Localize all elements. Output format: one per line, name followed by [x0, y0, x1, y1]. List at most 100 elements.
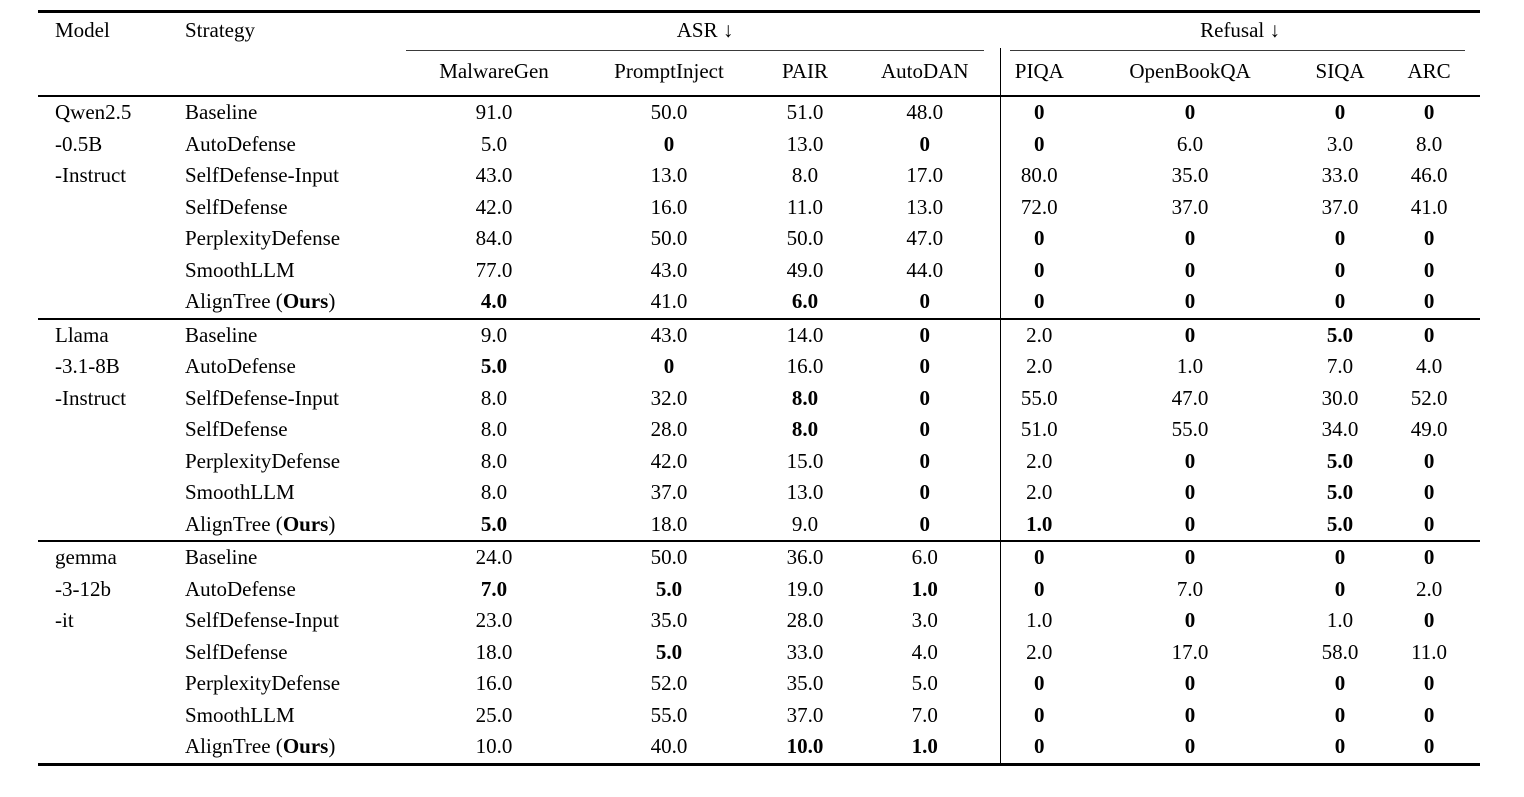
value-cell: 2.0	[999, 445, 1079, 477]
value-cell: 0	[1334, 576, 1346, 601]
strategy-cell: AutoDefense	[185, 574, 410, 606]
strategy-cell: SelfDefense-Input	[185, 605, 410, 637]
value-cell: 30.0	[1321, 385, 1359, 410]
value-cell: 0	[999, 254, 1079, 286]
results-table: Model Strategy ASR ↓ Refusal ↓ MalwareGe…	[38, 13, 1481, 766]
strategy-label-part: SelfDefense-Input	[185, 385, 339, 410]
value-cell: 8.0	[791, 385, 819, 410]
value-cell: 37.0	[1321, 194, 1359, 219]
value-cell: 0	[1334, 702, 1346, 727]
col-header-strategy: Strategy	[185, 18, 255, 42]
value-cell: 0	[1423, 671, 1435, 696]
value-cell: 37.0	[650, 480, 688, 505]
value-cell: 28.0	[650, 417, 688, 442]
value-cell: 0	[1423, 289, 1435, 314]
value-cell: 0	[1184, 734, 1196, 759]
value-cell: 0	[663, 131, 675, 156]
strategy-cell: PerplexityDefense	[185, 223, 410, 255]
col-header-siqa: SIQA	[1302, 48, 1379, 97]
strategy-cell: PerplexityDefense	[185, 668, 410, 700]
value-cell: 5.0	[655, 576, 683, 601]
value-cell: 35.0	[786, 671, 824, 696]
value-cell: 7.0	[480, 576, 508, 601]
value-cell: 13.0	[906, 194, 944, 219]
strategy-label-part: PerplexityDefense	[185, 671, 341, 696]
table-row: AlignTree (Ours) 10.0 40.0 10.0 1.0 0 0 0 0	[38, 731, 1480, 764]
value-cell: 34.0	[1321, 417, 1359, 442]
strategy-label-part: )	[328, 734, 336, 759]
value-cell: 0	[999, 540, 1079, 574]
value-cell: 17.0	[1171, 639, 1209, 664]
value-cell: 16.0	[475, 671, 513, 696]
table-row: Llama -3.1-8B -Instruct Baseline 9.0 43.0 14.0…	[38, 317, 1481, 541]
value-cell: 33.0	[786, 639, 824, 664]
col-header-arc: ARC	[1378, 48, 1481, 97]
value-cell: 0	[919, 131, 931, 156]
value-cell: 0	[999, 223, 1079, 255]
strategy-label-part: Baseline	[185, 100, 258, 125]
value-cell: 44.0	[906, 257, 944, 282]
value-cell: 58.0	[1321, 639, 1359, 664]
value-cell: 49.0	[1410, 417, 1448, 442]
value-cell: 8.0	[791, 417, 819, 442]
col-header-autodan: AutoDAN	[850, 48, 1001, 97]
strategy-label-part: Ours	[282, 734, 329, 759]
strategy-label-part: SelfDefense	[185, 194, 288, 219]
value-cell: 52.0	[650, 671, 688, 696]
value-cell: 91.0	[475, 100, 513, 125]
value-cell: 0	[1184, 289, 1196, 314]
value-cell: 0	[999, 699, 1079, 731]
strategy-label-part: SelfDefense	[185, 417, 288, 442]
value-cell: 11.0	[787, 194, 823, 219]
value-cell: 11.0	[1411, 639, 1448, 664]
results-table-container: Model Strategy ASR ↓ Refusal ↓ MalwareGe…	[38, 10, 1481, 766]
table-row: AutoDefense 7.0 5.0 19.0 1.0 0 7.0 0 2.0	[38, 573, 1480, 606]
value-cell: 9.0	[410, 317, 578, 351]
value-cell: 51.0	[999, 414, 1079, 446]
value-cell: 0	[1423, 734, 1435, 759]
col-group-refusal: Refusal ↓	[1200, 18, 1281, 42]
value-cell: 8.0	[1415, 131, 1443, 156]
value-cell: 0	[919, 385, 931, 410]
value-cell: 50.0	[786, 226, 824, 251]
value-cell: 72.0	[999, 191, 1079, 223]
value-cell: 24.0	[410, 540, 578, 574]
value-cell: 0	[1423, 480, 1435, 505]
value-cell: 5.0	[1302, 317, 1379, 351]
value-cell: 0	[1378, 540, 1481, 574]
strategy-label-part: SmoothLLM	[185, 702, 295, 727]
strategy-cell: AutoDefense	[185, 129, 410, 161]
value-cell: 0	[1423, 226, 1435, 251]
table-row: SelfDefense-Input 8.0 32.0 8.0 0 55.0 47.0 30.0…	[38, 382, 1480, 414]
value-cell: 55.0	[1171, 417, 1209, 442]
value-cell: 0	[850, 317, 1001, 351]
value-cell: 0	[999, 96, 1079, 129]
strategy-label-part: AutoDefense	[185, 576, 296, 601]
col-header-openbookqa: OpenBookQA	[1078, 48, 1303, 97]
value-cell: 16.0	[786, 354, 824, 379]
value-cell: 46.0	[1410, 163, 1448, 188]
value-cell: 0	[919, 511, 931, 536]
value-cell: 18.0	[650, 511, 688, 536]
table-row: SmoothLLM 77.0 43.0 49.0 44.0 0 0 0 0	[38, 254, 1480, 286]
value-cell: 0	[919, 448, 931, 473]
value-cell: 0	[1423, 100, 1435, 125]
value-cell: 23.0	[475, 608, 513, 633]
value-cell: 5.0	[655, 639, 683, 664]
value-cell: 0	[1334, 289, 1346, 314]
model-group-3: gemma -3-12b -it Baseline 24.0 50.0 36.0 6.0 0 0 0…	[38, 540, 1481, 764]
value-cell: 35.0	[650, 608, 688, 633]
value-cell: 15.0	[786, 448, 824, 473]
value-cell: 43.0	[578, 317, 760, 351]
value-cell: 0	[1423, 511, 1435, 536]
strategy-cell: AutoDefense	[185, 351, 410, 383]
table-row: AutoDefense 5.0 0 13.0 0 0 6.0 3.0 8.0	[38, 128, 1480, 161]
value-cell: 3.0	[1326, 131, 1354, 156]
model-name-cell: gemma -3-12b -it	[38, 540, 185, 764]
value-cell: 0	[1423, 702, 1435, 727]
table-row: SelfDefense 42.0 16.0 11.0 13.0 72.0 37.0 37.0 4…	[38, 191, 1480, 223]
value-cell: 84.0	[475, 226, 513, 251]
value-cell: 5.0	[1326, 480, 1354, 505]
value-cell: 55.0	[650, 702, 688, 727]
